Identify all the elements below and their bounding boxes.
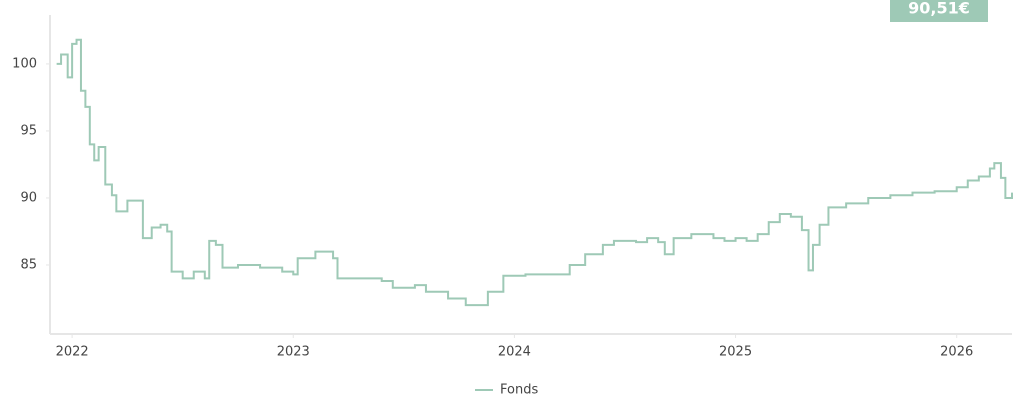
y-tick-label: 95	[20, 123, 37, 138]
series-line	[56, 38, 1013, 307]
y-tick-label: 100	[12, 56, 37, 71]
last-value-badge	[890, 0, 988, 22]
x-tick-label: 2023	[277, 345, 310, 360]
x-tick-label: 2026	[940, 345, 973, 360]
x-tick-label: 2024	[498, 345, 531, 360]
x-tick-label: 2025	[719, 345, 752, 360]
last-value-label: 90,51€	[908, 0, 970, 18]
y-tick-label: 90	[20, 190, 37, 205]
x-tick-label: 2022	[56, 345, 89, 360]
y-tick-label: 85	[20, 257, 37, 272]
legend-label: Fonds	[500, 383, 538, 398]
